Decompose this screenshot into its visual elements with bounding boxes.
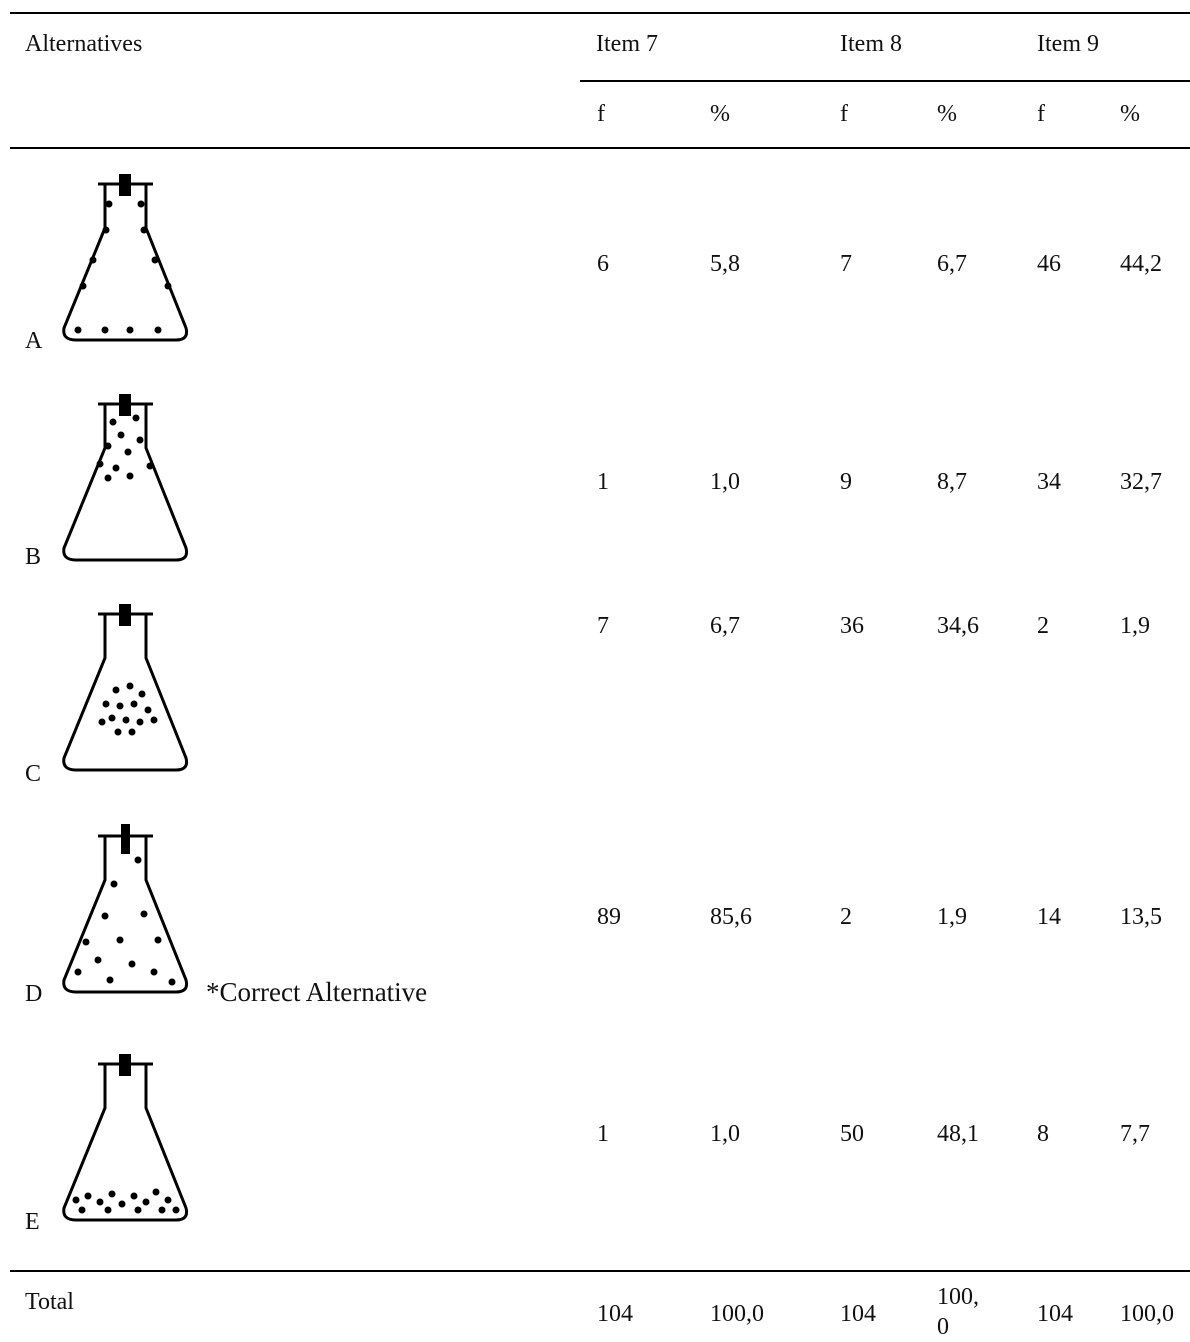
- flask-top-icon: [58, 390, 193, 570]
- row-a-item9-pct: 44,2: [1120, 251, 1162, 277]
- row-c-item9-pct: 1,9: [1120, 613, 1150, 639]
- item-8-header: Item 8: [840, 31, 902, 57]
- flask-spread-icon: [58, 822, 193, 1002]
- row-c-item9-f: 2: [1037, 613, 1049, 639]
- row-e-item9-pct: 7,7: [1120, 1121, 1150, 1147]
- row-c-item8-pct: 34,6: [937, 613, 979, 639]
- flask-walls-icon: [58, 170, 193, 350]
- row-b-item7-pct: 1,0: [710, 469, 740, 495]
- row-d-item9-f: 14: [1037, 904, 1061, 930]
- row-e-item7-f: 1: [597, 1121, 609, 1147]
- row-d-item8-f: 2: [840, 904, 852, 930]
- row-d-item8-pct: 1,9: [937, 904, 967, 930]
- row-b-item8-f: 9: [840, 469, 852, 495]
- row-a-item7-pct: 5,8: [710, 251, 740, 277]
- total-item7-pct: 100,0: [710, 1301, 764, 1327]
- row-a-item7-f: 6: [597, 251, 609, 277]
- row-e-item8-f: 50: [840, 1121, 864, 1147]
- item-7-f-header: f: [597, 101, 605, 127]
- total-item8-pct-line1: 100,: [937, 1284, 979, 1310]
- row-b-item9-f: 34: [1037, 469, 1061, 495]
- row-c-item8-f: 36: [840, 613, 864, 639]
- total-item8-pct: 100, 0: [937, 1282, 989, 1342]
- row-e-item8-pct: 48,1: [937, 1121, 979, 1147]
- item-8-f-header: f: [840, 101, 848, 127]
- item-7-pct-header: %: [710, 101, 730, 127]
- row-e-letter: E: [25, 1209, 40, 1235]
- group-rule: [580, 80, 1190, 82]
- row-c-letter: C: [25, 761, 42, 787]
- item-9-pct-header: %: [1120, 101, 1140, 127]
- correct-alternative-note: *Correct Alternative: [206, 977, 428, 1007]
- row-a-item8-pct: 6,7: [937, 251, 967, 277]
- row-e-item9-f: 8: [1037, 1121, 1049, 1147]
- item-9-f-header: f: [1037, 101, 1045, 127]
- total-item9-pct: 100,0: [1120, 1301, 1174, 1327]
- row-d-item7-pct: 85,6: [710, 904, 752, 930]
- total-label: Total: [25, 1289, 74, 1315]
- row-a-item8-f: 7: [840, 251, 852, 277]
- alternatives-header: Alternatives: [25, 31, 143, 57]
- total-item9-f: 104: [1037, 1301, 1073, 1327]
- item-9-header: Item 9: [1037, 31, 1099, 57]
- total-rule: [10, 1270, 1190, 1272]
- row-b-item7-f: 1: [597, 469, 609, 495]
- total-item7-f: 104: [597, 1301, 633, 1327]
- flask-bottom-icon: [58, 1050, 193, 1230]
- item-7-header: Item 7: [596, 31, 658, 57]
- item-8-pct-header: %: [937, 101, 957, 127]
- flask-middle-icon: [58, 600, 193, 780]
- row-b-item9-pct: 32,7: [1120, 469, 1162, 495]
- row-d-item7-f: 89: [597, 904, 621, 930]
- row-c-item7-f: 7: [597, 613, 609, 639]
- row-d-item9-pct: 13,5: [1120, 904, 1162, 930]
- total-item8-f: 104: [840, 1301, 876, 1327]
- row-d-letter: D: [25, 981, 43, 1007]
- row-c-item7-pct: 6,7: [710, 613, 740, 639]
- row-b-item8-pct: 8,7: [937, 469, 967, 495]
- total-item8-pct-line2: 0: [937, 1314, 949, 1340]
- row-a-item9-f: 46: [1037, 251, 1061, 277]
- header-bottom-rule: [10, 147, 1190, 149]
- row-b-letter: B: [25, 544, 42, 570]
- top-rule: [10, 12, 1190, 14]
- row-e-item7-pct: 1,0: [710, 1121, 740, 1147]
- row-a-letter: A: [25, 328, 43, 354]
